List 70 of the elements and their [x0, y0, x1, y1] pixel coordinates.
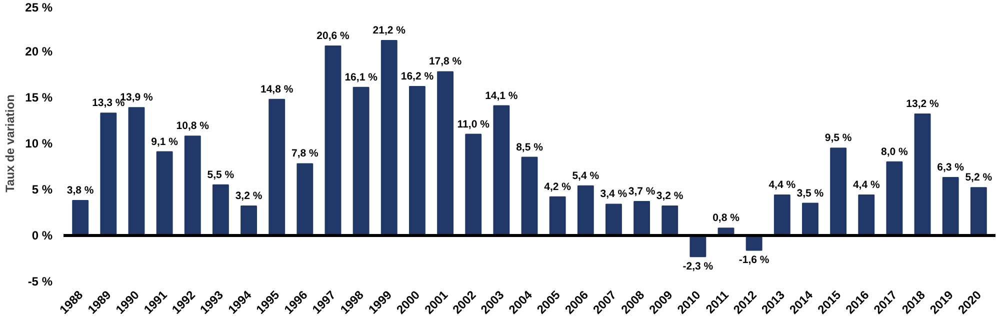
- data-label: 5,2 %: [965, 172, 993, 184]
- bar: [634, 200, 650, 236]
- bar: [128, 107, 145, 236]
- data-label: 16,2 %: [400, 70, 434, 82]
- data-label: 17,8 %: [428, 56, 462, 68]
- data-label: 11,0 %: [457, 118, 490, 130]
- bar: [774, 194, 790, 236]
- data-label: 4,4 %: [768, 179, 796, 192]
- data-label: 14,8 %: [260, 83, 294, 96]
- data-label: 9,5 %: [824, 132, 852, 144]
- data-label: 14,1 %: [485, 90, 518, 102]
- data-label: 3,2 %: [656, 190, 684, 202]
- y-tick-label: 10 %: [25, 136, 53, 150]
- bar: [662, 206, 678, 236]
- bar: [493, 105, 510, 236]
- data-label: 3,4 %: [600, 188, 628, 200]
- bar: [212, 184, 229, 236]
- data-label: 3,5 %: [796, 187, 824, 200]
- data-label: 16,1 %: [344, 71, 378, 84]
- data-label: 4,4 %: [852, 179, 880, 192]
- bar: [100, 112, 117, 236]
- y-tick-label: 20 %: [25, 44, 53, 58]
- bar: [268, 98, 286, 236]
- bar: [465, 134, 482, 236]
- data-label: 5,4 %: [572, 170, 600, 182]
- data-label: 9,1 %: [151, 136, 179, 148]
- data-label: 6,3 %: [937, 162, 965, 174]
- data-label: 3,7 %: [628, 185, 656, 198]
- bar: [830, 148, 847, 236]
- data-label: -1,6 %: [738, 254, 770, 266]
- data-label: 3,2 %: [235, 190, 263, 202]
- data-label: 8,0 %: [881, 146, 909, 158]
- bar: [549, 196, 566, 236]
- bar: [577, 185, 594, 236]
- bar: [352, 86, 370, 236]
- bar: [380, 40, 398, 236]
- bar: [156, 151, 173, 236]
- data-label: 21,2 %: [372, 24, 406, 36]
- bar: [184, 136, 201, 236]
- bar: [914, 114, 931, 236]
- bar: [886, 161, 903, 236]
- data-label: 13,2 %: [906, 98, 940, 110]
- bar: [296, 163, 314, 236]
- bar: [437, 71, 454, 236]
- bar: [521, 156, 538, 236]
- data-label: 8,5 %: [516, 141, 544, 154]
- y-tick-label: 5 %: [32, 182, 53, 196]
- y-axis-title: Taux de variation: [3, 94, 18, 192]
- bar: [858, 194, 875, 236]
- y-tick-label: 0 %: [32, 228, 53, 242]
- data-label: 0,8 %: [712, 212, 740, 224]
- data-label: 4,2 %: [544, 180, 572, 193]
- bar: [72, 200, 89, 236]
- bar: [970, 187, 987, 236]
- bar: [324, 45, 342, 236]
- data-label: 3,8 %: [66, 184, 94, 197]
- data-label: 20,6 %: [316, 30, 350, 42]
- y-tick-label: 25 %: [25, 0, 53, 14]
- bar: [690, 235, 706, 258]
- data-label: 10,8 %: [176, 120, 210, 132]
- y-tick-label: 15 %: [25, 90, 53, 104]
- y-tick-label: -5 %: [28, 274, 53, 288]
- data-label: 7,8 %: [291, 148, 320, 160]
- bar: [802, 202, 818, 236]
- data-label: -2,3 %: [682, 260, 714, 273]
- bar: [942, 177, 959, 236]
- bar: [408, 86, 426, 236]
- bar: [240, 206, 257, 236]
- bar: [605, 204, 622, 236]
- data-label: 5,5 %: [207, 168, 235, 181]
